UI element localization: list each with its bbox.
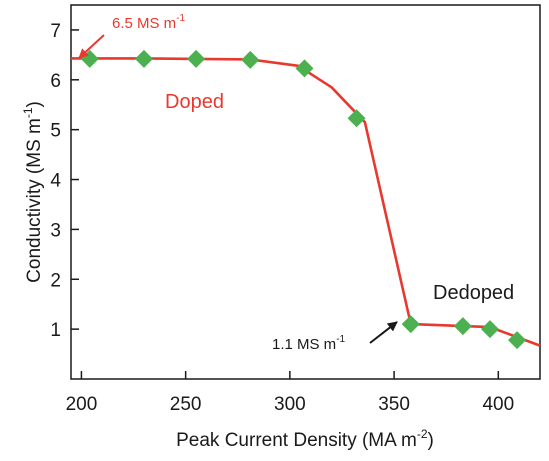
x-tick-label-250: 250 (170, 394, 202, 415)
plot-frame (70, 4, 541, 380)
y-tick-label-2: 2 (50, 270, 61, 291)
data-point-3 (241, 50, 260, 69)
y-tick-label-3: 3 (50, 220, 61, 241)
annotation-dedoped: Dedoped (433, 282, 514, 304)
annotation-low-value: 1.1 MS m-1 (272, 334, 346, 353)
y-axis-ticks: 1 2 3 4 5 6 7 (50, 21, 79, 341)
data-point-5 (347, 109, 366, 128)
arrow-high-value (78, 34, 105, 59)
data-point-6 (401, 315, 420, 334)
data-point-4 (295, 59, 314, 78)
annotation-doped: Doped (165, 91, 224, 113)
data-point-2 (187, 49, 206, 68)
annotation-high-value: 6.5 MS m-1 (112, 13, 186, 32)
data-point-9 (508, 331, 527, 350)
y-axis-title: Conductivity (MS m-1) (21, 101, 45, 283)
x-tick-label-350: 350 (378, 394, 410, 415)
data-point-1 (134, 49, 153, 68)
arrow-low-value (369, 321, 398, 344)
marker-layer (80, 49, 527, 350)
data-point-7 (453, 317, 472, 336)
y-tick-label-5: 5 (50, 121, 61, 142)
x-axis-ticks: 200 250 300 350 400 (66, 371, 514, 415)
x-tick-label-200: 200 (66, 394, 98, 415)
y-tick-label-4: 4 (50, 171, 61, 192)
x-tick-label-400: 400 (482, 394, 514, 415)
data-point-8 (480, 320, 499, 339)
y-tick-label-1: 1 (50, 320, 61, 341)
x-axis-title: Peak Current Density (MA m-2) (176, 427, 434, 451)
y-tick-label-6: 6 (50, 71, 61, 92)
x-tick-label-300: 300 (274, 394, 306, 415)
y-tick-label-7: 7 (50, 21, 61, 42)
